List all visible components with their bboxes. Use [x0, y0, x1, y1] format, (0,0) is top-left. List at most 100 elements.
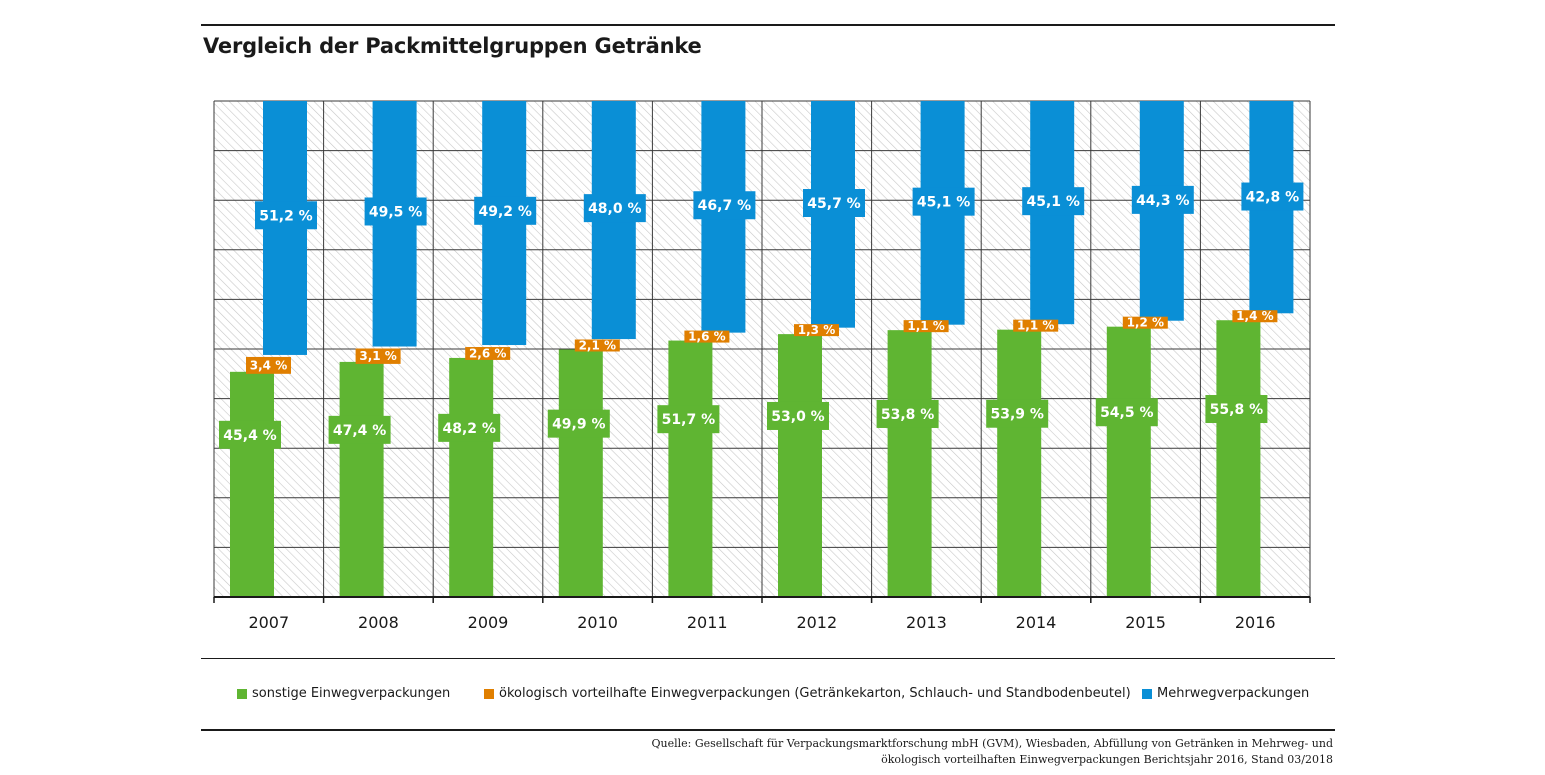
value-box-blue: [912, 187, 975, 216]
bar-green: [1106, 326, 1151, 597]
bar-green: [558, 349, 603, 597]
bar-orange: [1122, 316, 1168, 329]
legend-label-blue: Mehrwegverpackungen: [1157, 686, 1310, 701]
legend-top-rule: [201, 658, 1335, 659]
value-box-blue: [1131, 185, 1194, 214]
value-label-orange: 3,1 %: [359, 349, 396, 363]
bar-green: [887, 330, 932, 597]
top-rule: [201, 24, 1335, 26]
value-box-green: [438, 413, 501, 442]
chart-title: Vergleich der Packmittelgruppen Getränke: [203, 34, 702, 58]
value-label-blue: 49,2 %: [478, 204, 531, 220]
value-label-blue: 46,7 %: [698, 198, 751, 214]
value-box-green: [219, 420, 281, 449]
bar-orange: [465, 347, 511, 360]
x-tick-label: 2008: [358, 613, 399, 632]
value-box-green: [1205, 395, 1268, 424]
value-label-orange: 1,3 %: [798, 323, 835, 337]
value-label-blue: 42,8 %: [1246, 190, 1299, 206]
source-note: Quelle: Gesellschaft für Verpackungsmark…: [652, 736, 1334, 768]
value-label-orange: 1,6 %: [688, 330, 725, 344]
bar-orange: [1232, 310, 1278, 323]
value-label-blue: 49,5 %: [369, 204, 422, 220]
bar-orange: [903, 320, 949, 333]
value-label-blue: 51,2 %: [259, 208, 312, 224]
value-box-green: [767, 401, 829, 430]
value-box-blue: [583, 194, 646, 223]
legend-swatch-orange: [484, 688, 494, 699]
value-label-green: 53,0 %: [771, 409, 824, 425]
value-label-orange: 1,2 %: [1127, 316, 1164, 330]
x-tick-label: 2009: [468, 613, 509, 632]
value-box-green: [986, 399, 1049, 428]
legend-label-orange: ökologisch vorteilhafte Einwegverpackung…: [499, 686, 1131, 701]
value-label-blue: 45,7 %: [807, 196, 860, 212]
value-box-green: [1095, 398, 1158, 427]
bar-green: [997, 329, 1042, 597]
value-box-blue: [803, 189, 865, 218]
value-box-green: [547, 409, 610, 438]
value-box-green: [328, 415, 391, 444]
grid-layer: [213, 100, 1311, 598]
bar-orange: [1013, 319, 1059, 332]
value-label-green: 48,2 %: [442, 421, 495, 437]
bar-green: [668, 340, 713, 597]
value-box-green: [876, 399, 939, 428]
value-label-blue: 45,1 %: [1026, 194, 1079, 210]
x-tick-label: 2015: [1125, 613, 1166, 632]
value-label-green: 53,8 %: [881, 407, 934, 423]
value-box-green: [657, 405, 720, 434]
value-label-green: 45,4 %: [223, 428, 276, 444]
value-label-orange: 2,1 %: [579, 338, 616, 352]
value-label-blue: 45,1 %: [917, 195, 970, 211]
source-line-2: ökologisch vorteilhaften Einwegverpackun…: [881, 753, 1333, 766]
legend-item-green: sonstige Einwegverpackungen: [237, 686, 450, 701]
value-label-orange: 2,6 %: [469, 346, 506, 360]
x-tick-label: 2011: [687, 613, 728, 632]
value-label-green: 53,9 %: [990, 407, 1043, 423]
axis-layer: 2007 2008 2009 2010 2011 2012 2013 2014 2015 2016: [213, 596, 1311, 632]
bar-green: [449, 357, 494, 597]
bar-orange: [355, 348, 401, 364]
value-label-orange: 3,4 %: [250, 358, 287, 372]
bar-orange: [794, 324, 839, 337]
chart-svg: 3,4 % 45,4 % 51,2 % 3,1 % 47,4 % 49,5 % 2,6 % 4…: [213, 100, 1311, 632]
value-label-green: 51,7 %: [662, 412, 715, 428]
bottom-rule: [201, 729, 1335, 731]
x-tick-label: 2007: [248, 613, 289, 632]
legend-label-green: sonstige Einwegverpackungen: [252, 686, 451, 701]
x-tick-label: 2010: [577, 613, 618, 632]
x-tick-label: 2013: [906, 613, 947, 632]
legend-swatch-green: [237, 688, 247, 699]
bar-orange: [574, 339, 620, 352]
value-box-blue: [255, 201, 317, 230]
source-line-1: Quelle: Gesellschaft für Verpackungsmark…: [651, 737, 1334, 750]
label-layer: 3,4 % 45,4 % 51,2 % 3,1 % 47,4 % 49,5 % 2,6 % 4…: [219, 182, 1304, 449]
bar-orange: [684, 330, 730, 343]
bar-green: [778, 334, 822, 597]
value-label-blue: 44,3 %: [1136, 193, 1189, 209]
bar-green: [1216, 320, 1261, 597]
legend-swatch-blue: [1142, 688, 1152, 699]
value-label-green: 55,8 %: [1210, 402, 1263, 418]
legend-item-orange: ökologisch vorteilhafte Einwegverpackung…: [484, 686, 1131, 701]
value-label-orange: 1,1 %: [1017, 319, 1054, 333]
value-box-blue: [364, 197, 427, 226]
x-tick-label: 2016: [1235, 613, 1276, 632]
value-label-green: 49,9 %: [552, 417, 605, 433]
value-label-orange: 1,4 %: [1236, 309, 1273, 323]
value-box-blue: [1022, 187, 1085, 216]
legend-item-blue: Mehrwegverpackungen: [1142, 686, 1309, 701]
bar-green: [339, 361, 384, 597]
value-box-blue: [474, 196, 537, 225]
x-tick-label: 2012: [796, 613, 837, 632]
x-tick-label: 2014: [1016, 613, 1057, 632]
value-label-green: 47,4 %: [333, 423, 386, 439]
value-label-green: 54,5 %: [1100, 405, 1153, 421]
bar-green: [230, 371, 274, 597]
bar-orange: [246, 356, 291, 374]
value-label-orange: 1,1 %: [907, 319, 944, 333]
value-box-blue: [693, 191, 756, 220]
value-label-blue: 48,0 %: [588, 201, 641, 217]
value-box-blue: [1241, 182, 1304, 211]
